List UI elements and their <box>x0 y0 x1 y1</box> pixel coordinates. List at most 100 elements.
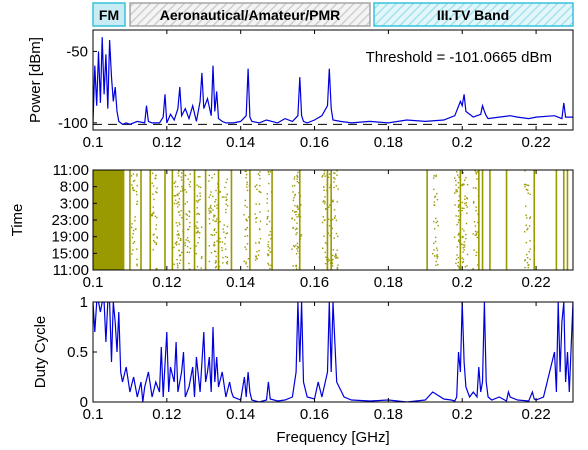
occupancy-point <box>227 205 229 207</box>
power-series-line <box>93 37 573 125</box>
occupancy-point <box>178 249 180 252</box>
occupancy-point <box>184 203 186 205</box>
occupancy-point <box>325 208 327 210</box>
occupancy-point <box>270 264 272 267</box>
occupancy-point <box>225 232 227 235</box>
occupancy-point <box>463 241 466 243</box>
occupancy-point <box>322 247 324 249</box>
occupancy-point <box>155 174 157 177</box>
occupancy-point <box>244 199 247 202</box>
occupancy-point <box>214 267 217 269</box>
occupancy-point <box>436 249 439 251</box>
occupancy-point <box>433 220 435 223</box>
occupancy-point <box>188 215 190 217</box>
occupancy-point <box>197 176 200 178</box>
occupancy-point <box>296 216 298 218</box>
occupancy-point <box>335 219 338 222</box>
power-xtick-label: 0.18 <box>374 134 403 151</box>
occupancy-point <box>291 185 294 187</box>
occupancy-point <box>136 264 138 267</box>
occupancy-point <box>179 223 181 226</box>
occupancy-point <box>208 210 210 212</box>
occupancy-point <box>332 249 335 251</box>
occupancy-point <box>295 253 298 255</box>
occupancy-point <box>459 170 461 172</box>
occupancy-point <box>196 231 198 233</box>
occupancy-point <box>457 186 460 189</box>
occupancy-point <box>333 209 336 211</box>
occupancy-point <box>256 188 258 191</box>
occupancy-point <box>135 190 138 193</box>
occupancy-point <box>136 203 138 205</box>
occupancy-point <box>225 211 227 214</box>
occupancy-point <box>473 200 475 203</box>
power-xtick-label: 0.2 <box>452 134 473 151</box>
occupancy-point <box>292 227 294 229</box>
occupancy-point <box>213 214 215 216</box>
occupancy-point <box>461 228 464 230</box>
occupancy-point <box>188 268 191 270</box>
occupancy-point <box>336 201 339 203</box>
occupancy-point <box>189 247 192 249</box>
occupancy-point <box>189 226 191 228</box>
occupancy-point <box>454 192 456 194</box>
occupancy-point <box>244 204 246 207</box>
occupancy-point <box>525 183 527 186</box>
occupancy-point <box>257 173 259 175</box>
duty-series-line <box>93 302 573 402</box>
occupancy-point <box>437 263 439 266</box>
occupancy-point <box>335 185 337 187</box>
occupancy-point <box>181 217 183 219</box>
occupancy-point <box>213 250 216 252</box>
occupancy-point <box>529 193 531 196</box>
occupancy-point <box>132 189 134 191</box>
occupancy-point <box>199 232 201 234</box>
occupancy-point <box>174 199 177 201</box>
occupancy-point <box>178 198 181 200</box>
occupancy-point <box>174 242 176 245</box>
occupancy-point <box>300 234 303 236</box>
occupancy-point <box>458 219 460 221</box>
occupancy-point <box>255 221 257 223</box>
occupancy-point <box>198 213 201 215</box>
occupancy-point <box>213 229 215 231</box>
time-xtick-label: 0.1 <box>83 274 104 291</box>
occupancy-point <box>472 233 474 235</box>
occupancy-point <box>208 208 210 210</box>
occupancy-point <box>155 228 157 230</box>
occupancy-point <box>323 172 326 174</box>
occupancy-point <box>249 228 251 230</box>
occupancy-point <box>460 213 462 216</box>
occupancy-point <box>181 185 183 188</box>
occupancy-point <box>298 256 300 259</box>
occupancy-point <box>178 222 180 224</box>
occupancy-point <box>136 258 138 261</box>
occupancy-point <box>478 213 480 215</box>
occupancy-point <box>225 181 227 184</box>
occupancy-point <box>243 260 245 263</box>
occupancy-point <box>269 251 271 253</box>
occupancy-point <box>476 264 479 266</box>
duty-ylabel: Duty Cycle <box>32 316 49 389</box>
occupancy-point <box>197 242 199 244</box>
occupancy-point <box>178 234 180 236</box>
occupancy-point <box>327 232 330 234</box>
occupancy-point <box>246 235 249 237</box>
occupancy-point <box>300 235 302 237</box>
occupancy-point <box>330 268 332 270</box>
occupancy-point <box>177 194 179 197</box>
occupancy-point <box>435 174 437 176</box>
occupancy-point <box>527 184 530 187</box>
occupancy-point <box>225 199 227 202</box>
power-xtick-label: 0.12 <box>152 134 181 151</box>
occupancy-point <box>294 204 296 207</box>
occupancy-point <box>195 227 198 229</box>
occupancy-point <box>437 255 439 258</box>
occupancy-point <box>323 186 325 188</box>
occupancy-point <box>226 178 228 180</box>
occupancy-point <box>475 171 477 174</box>
occupancy-point <box>179 262 181 264</box>
occupancy-point <box>174 195 177 197</box>
occupancy-point <box>177 267 179 269</box>
occupancy-point <box>477 188 480 191</box>
